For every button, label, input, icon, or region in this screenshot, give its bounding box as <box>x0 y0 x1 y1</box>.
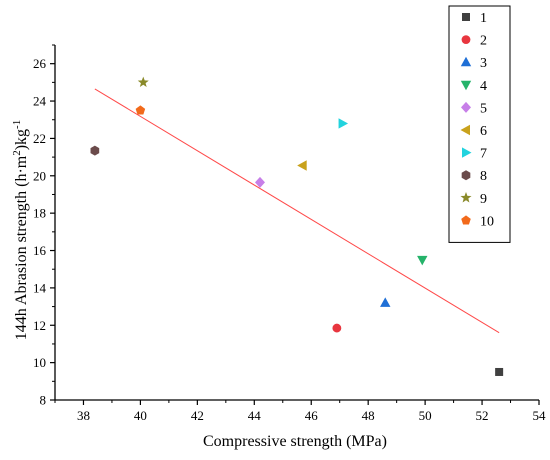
data-point-series-2 <box>332 323 342 333</box>
legend-label-10: 10 <box>480 214 494 229</box>
triangle-down-marker <box>417 255 428 266</box>
x-tick-label: 40 <box>134 408 147 423</box>
y-axis-title-mid: )kg <box>13 129 30 150</box>
triangle-left-marker <box>297 160 307 171</box>
y-tick-label: 14 <box>33 280 47 295</box>
y-axis-title: 144h Abrasion strength (h·m2)kg-1 <box>11 120 30 340</box>
legend-marker-8 <box>461 170 471 181</box>
legend-label-8: 8 <box>480 169 487 184</box>
legend-label-1: 1 <box>480 11 487 26</box>
data-point-series-5 <box>254 176 265 188</box>
triangle-left-marker <box>460 124 470 136</box>
data-point-series-4 <box>417 255 428 266</box>
legend-label-6: 6 <box>480 124 487 139</box>
square-marker <box>462 13 470 21</box>
data-point-series-9 <box>137 76 149 88</box>
star-marker <box>460 192 472 203</box>
pentagon-marker <box>461 215 471 225</box>
circle-marker <box>461 35 471 44</box>
legend: 1 2 3 4 5 6 7 8 9 10 <box>448 5 511 243</box>
legend-label-4: 4 <box>480 79 487 94</box>
square-marker <box>495 367 504 376</box>
data-point-series-6 <box>297 160 307 171</box>
legend-box <box>448 5 511 243</box>
triangle-right-marker <box>338 118 349 129</box>
y-tick-label: 22 <box>33 131 46 146</box>
star-marker <box>137 76 149 88</box>
legend-marker-4 <box>460 80 472 91</box>
y-tick-label: 18 <box>33 206 46 221</box>
hexagon-marker <box>461 170 471 181</box>
hexagon-marker <box>90 145 100 156</box>
data-point-series-8 <box>90 145 100 156</box>
fit-line-layer <box>94 88 500 334</box>
y-tick-label: 10 <box>33 355 46 370</box>
circle-marker <box>332 323 342 333</box>
legend-marker-9 <box>460 192 472 203</box>
triangle-down-marker <box>460 80 472 91</box>
y-axis-title-sup-2: -1 <box>11 120 23 129</box>
pentagon-marker <box>135 105 146 115</box>
legend-label-7: 7 <box>480 147 487 162</box>
x-tick-label: 48 <box>362 408 375 423</box>
legend-label-9: 9 <box>480 192 487 207</box>
legend-label-2: 2 <box>480 34 487 49</box>
legend-marker-1 <box>462 13 470 21</box>
y-tick-label: 24 <box>33 94 47 109</box>
data-point-series-3 <box>380 297 391 307</box>
x-axis-title: Compressive strength (MPa) <box>203 433 387 450</box>
triangle-up-marker <box>460 56 472 67</box>
plot-frame <box>54 45 539 401</box>
x-tick-label: 44 <box>248 408 262 423</box>
legend-label-3: 3 <box>480 56 487 71</box>
x-tick-label: 38 <box>77 408 90 423</box>
x-tick-label: 54 <box>533 408 547 423</box>
legend-marker-2 <box>461 35 471 44</box>
legend-marker-7 <box>462 147 472 158</box>
y-tick-label: 20 <box>33 168 46 183</box>
data-point-series-7 <box>338 118 349 129</box>
x-tick-label: 50 <box>419 408 432 423</box>
legend-marker-6 <box>460 124 470 136</box>
data-point-series-1 <box>495 367 504 376</box>
y-axis-title-base: 144h Abrasion strength (h·m <box>13 155 30 340</box>
x-tick-label: 46 <box>305 408 319 423</box>
triangle-up-marker <box>380 297 391 307</box>
legend-marker-5 <box>461 101 471 113</box>
legend-label-5: 5 <box>480 101 487 116</box>
triangle-right-marker <box>462 147 472 158</box>
data-point-series-10 <box>135 105 146 115</box>
fit-line <box>94 88 500 334</box>
y-tick-label: 12 <box>33 318 46 333</box>
diamond-marker <box>254 176 265 188</box>
x-tick-label: 52 <box>476 408 489 423</box>
legend-marker-10 <box>461 215 471 225</box>
y-tick-label: 16 <box>33 243 47 258</box>
y-tick-label: 26 <box>33 56 47 71</box>
y-axis-title-sup-1: 2 <box>11 150 23 156</box>
y-tick-label: 8 <box>40 393 47 408</box>
x-tick-label: 42 <box>191 408 204 423</box>
legend-marker-3 <box>460 56 472 67</box>
diamond-marker <box>461 101 471 113</box>
data-points-layer <box>90 76 504 376</box>
